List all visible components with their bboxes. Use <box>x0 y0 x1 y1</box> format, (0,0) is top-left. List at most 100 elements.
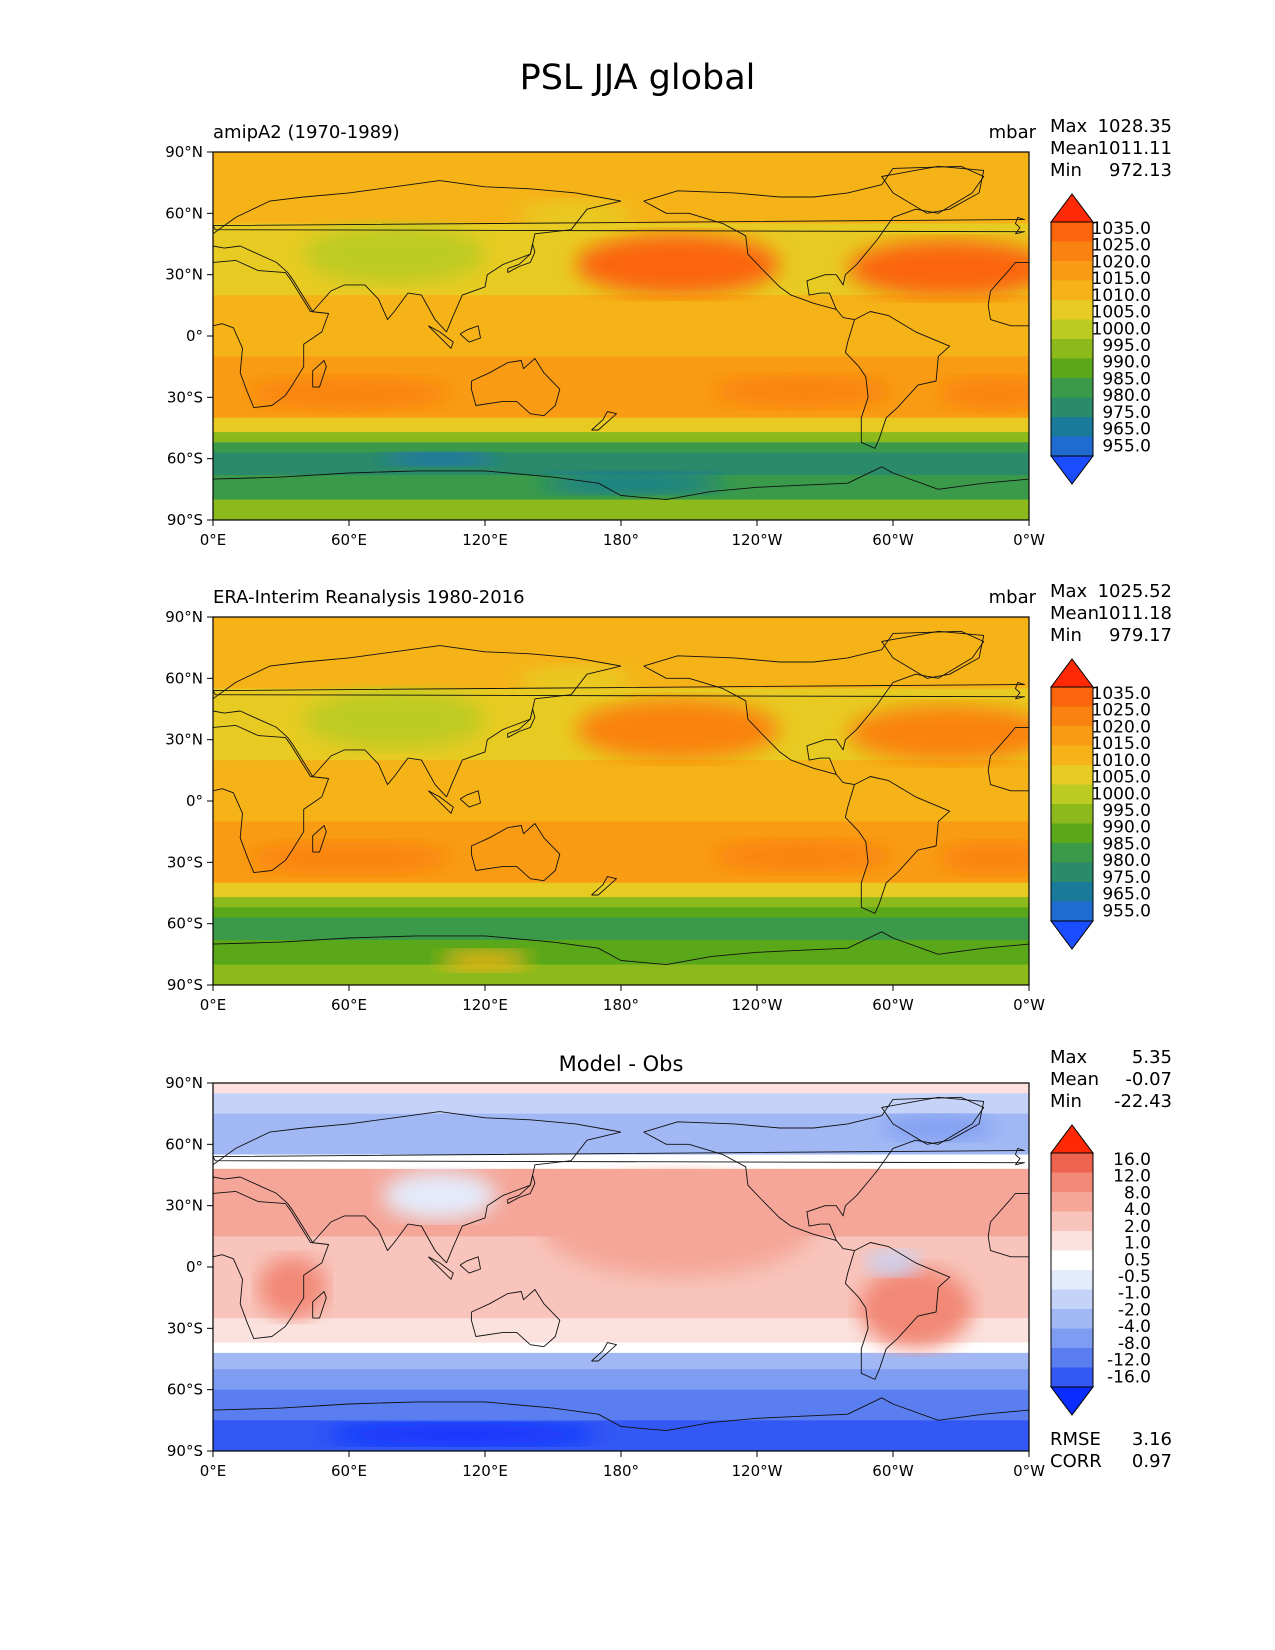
panel-3-y-tick-label: 90°N <box>165 1074 203 1092</box>
panel-1-colorbar-tick-label: 1025.0 <box>1092 236 1151 256</box>
panel-1-colorbar-tick-label: 1035.0 <box>1092 219 1151 239</box>
panel-2-x-tick-label: 60°E <box>331 996 367 1014</box>
panel-3-africa-positive <box>258 1256 327 1319</box>
panel-3-colorbar-tick-label: -1.0 <box>1118 1284 1151 1304</box>
panel-1-min-value: 972.13 <box>1109 160 1172 181</box>
panel-3-colorbar-box <box>1051 1348 1093 1368</box>
panel-1-coastline <box>844 311 951 449</box>
panel-2-lat-band <box>213 897 1029 909</box>
panel-3-coastline <box>213 1397 1029 1432</box>
panel-2-x-tick-label: 0°E <box>200 996 227 1014</box>
panel-1-lat-band <box>213 417 1029 434</box>
panel-2-coastline <box>987 726 1029 792</box>
panel-1-units: mbar <box>988 122 1036 143</box>
panel-3-antarctic-strong-negative <box>326 1424 599 1445</box>
panel-1-coastline <box>643 165 985 310</box>
panel-3-colorbar-box <box>1051 1367 1093 1388</box>
panel-2-x-tick-label: 120°W <box>732 996 783 1014</box>
panel-2-coastline <box>427 790 454 814</box>
panel-3-rmse-label: RMSE <box>1050 1429 1101 1450</box>
panel-3-colorbar-box <box>1051 1172 1093 1193</box>
panel-3-colorbar-outline <box>1050 1152 1094 1388</box>
panel-3-x-tick-label: 180° <box>603 1462 639 1480</box>
panel-1-max-label: Max <box>1050 116 1088 137</box>
panel-1-map-field <box>213 152 1029 520</box>
panel-2-azores-high <box>847 704 1029 763</box>
panel-2-colorbar-box <box>1051 726 1093 746</box>
panel-2-s-atlantic-high <box>938 841 1029 875</box>
panel-3-tibet-negative <box>383 1170 497 1220</box>
panel-3-lat-band <box>213 1093 1029 1115</box>
panel-2-min-value: 979.17 <box>1109 625 1172 646</box>
panel-1-pacific-high <box>575 233 780 296</box>
panel-1-colorbar-tick-label: 990.0 <box>1102 353 1151 373</box>
panel-2-colorbar-tick-label: 1010.0 <box>1092 751 1151 771</box>
panel-1-colorbar-tick-label: 965.0 <box>1102 420 1151 440</box>
panel-2-indian-high <box>247 841 451 875</box>
panel-3-colorbar-tick-label: 0.5 <box>1124 1250 1151 1270</box>
panel-1-colorbar-tick-label: 975.0 <box>1102 403 1151 423</box>
panel-1-azores-high <box>847 239 1029 298</box>
panel-3-colorbar-tick-label: 2.0 <box>1124 1217 1151 1237</box>
panel-1-x-tick-label: 180° <box>603 531 639 549</box>
panel-2-max-value: 1025.52 <box>1097 581 1172 602</box>
panel-3-colorbar-box <box>1051 1270 1093 1290</box>
panel-3-colorbar-tick-label: 4.0 <box>1124 1200 1151 1220</box>
figure-title: PSL JJA global <box>519 58 756 98</box>
panel-2-colorbar-box <box>1051 901 1093 922</box>
panel-2-colorbar-tick-label: 1000.0 <box>1092 784 1151 804</box>
panel-2-coastline <box>591 876 617 896</box>
panel-1-colorbar-box <box>1051 358 1093 379</box>
panel-1-colorbar-outline <box>1050 221 1094 457</box>
panel-1-x-tick-label: 0°W <box>1013 531 1045 549</box>
panel-2-asian-low <box>303 690 485 748</box>
panel-1-circumpolar-low <box>383 452 497 465</box>
panel-2-x-tick-label: 0°W <box>1013 996 1045 1014</box>
panel-1-y-tick-label: 90°N <box>165 143 203 161</box>
panel-3-y-tick-label: 90°S <box>167 1442 203 1460</box>
panel-2-y-tick-label: 90°S <box>167 976 203 994</box>
panel-3-colorbar-tick-label: -0.5 <box>1118 1267 1151 1287</box>
panel-1-max-value: 1028.35 <box>1097 116 1172 137</box>
panel-1-coastline <box>881 165 985 214</box>
panel-2-coastline <box>844 776 951 914</box>
panel-2-pacific-high <box>575 698 780 761</box>
panel-3-colorbar-box <box>1051 1309 1093 1329</box>
panel-1-y-tick-label: 30°N <box>165 266 203 284</box>
panel-1-colorbar-box <box>1051 300 1093 320</box>
panel-1-x-tick-label: 60°E <box>331 531 367 549</box>
panel-1-y-tick-label: 0° <box>186 327 203 345</box>
panel-2-colorbar: 1035.01025.01020.01015.01010.01005.01000… <box>1050 658 1151 950</box>
panel-3-x-tick-label: 0°W <box>1013 1462 1045 1480</box>
panel-2-colorbar-tick-label: 985.0 <box>1102 834 1151 854</box>
panel-2-y-tick-label: 0° <box>186 792 203 810</box>
panel-3-title: Model - Obs <box>558 1052 684 1076</box>
panel-1-x-tick-label: 0°E <box>200 531 227 549</box>
panel-2-y-tick-label: 30°S <box>167 853 203 871</box>
panel-2-colorbar-box <box>1051 745 1093 766</box>
panel-3-mean-value: -0.07 <box>1125 1069 1172 1090</box>
panel-3-coastline <box>643 1096 985 1241</box>
panel-3-min-label: Min <box>1050 1091 1082 1112</box>
panel-3-coastline <box>213 1190 330 1340</box>
panel-3-corr-value: 0.97 <box>1131 1451 1172 1472</box>
panel-1-se-pacific-high <box>711 374 893 408</box>
panel-1-colorbar-tick-label: 985.0 <box>1102 369 1151 389</box>
panel-1-lat-band <box>213 442 1029 454</box>
panel-3-colorbar-tick-label: 16.0 <box>1113 1150 1151 1170</box>
panel-2-y-tick-label: 60°N <box>165 669 203 687</box>
panel-2-coastline <box>459 790 481 808</box>
panel-2-x-tick-label: 180° <box>603 996 639 1014</box>
panel-1-colorbar-tick-label: 1015.0 <box>1092 269 1151 289</box>
panel-1-y-tick-label: 60°N <box>165 204 203 222</box>
panel-3-colorbar-tick-label: -4.0 <box>1118 1317 1151 1337</box>
panel-2-coastline <box>213 645 622 700</box>
panel-3-colorbar-box <box>1051 1192 1093 1212</box>
panel-3-y-tick-label: 30°S <box>167 1319 203 1337</box>
panel-3-lat-band <box>213 1369 1029 1391</box>
panel-3-coastline <box>459 1256 481 1274</box>
panel-2-colorbar-tick-label: 975.0 <box>1102 868 1151 888</box>
panel-2-colorbar-tick-label: 1020.0 <box>1092 717 1151 737</box>
panel-3-x-tick-label: 0°E <box>200 1462 227 1480</box>
panel-3-map-field <box>213 1083 1029 1451</box>
